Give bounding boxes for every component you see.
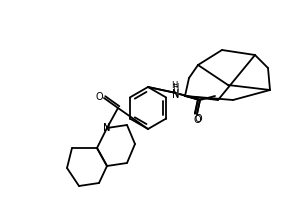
Text: H: H bbox=[171, 82, 177, 90]
Text: O: O bbox=[193, 115, 201, 125]
Text: N: N bbox=[103, 123, 111, 133]
Text: N: N bbox=[172, 89, 180, 99]
Text: H: H bbox=[172, 82, 178, 92]
Text: N: N bbox=[172, 90, 180, 100]
Text: O: O bbox=[95, 92, 103, 102]
Text: O: O bbox=[194, 114, 202, 124]
Text: N: N bbox=[103, 123, 111, 133]
